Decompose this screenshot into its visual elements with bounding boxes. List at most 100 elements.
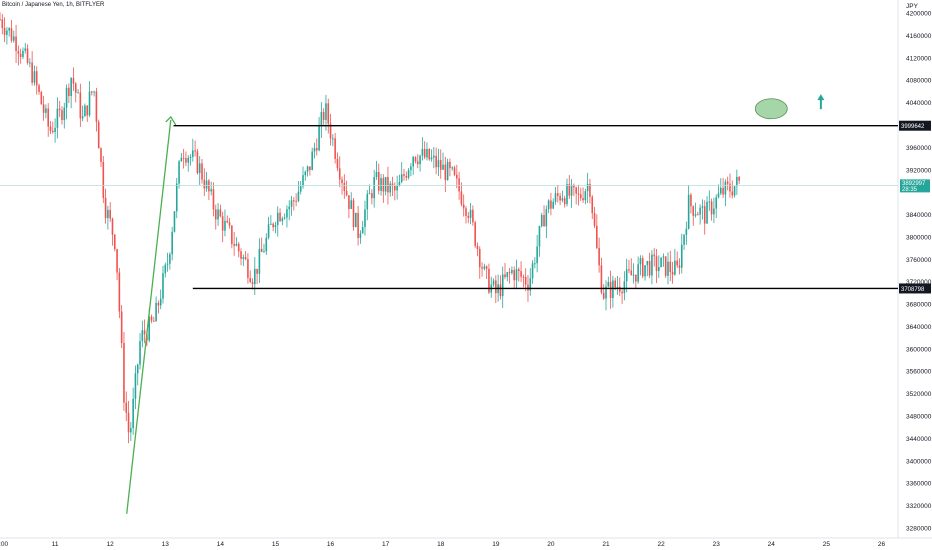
candle-body (641, 258, 644, 277)
y-tick-label: 3840000 (906, 212, 932, 219)
candle-body (384, 176, 387, 192)
candle-body (685, 228, 688, 235)
candle-body (501, 274, 504, 297)
candle-body (63, 107, 66, 121)
candle-body (439, 160, 442, 170)
up-arrow-head-icon (817, 94, 825, 101)
candle-body (536, 246, 538, 264)
candle-body (719, 187, 722, 194)
candle-body (690, 194, 692, 207)
candle-body (414, 157, 417, 162)
candle-body (233, 243, 235, 246)
symbol-title: Bitcoin / Japanese Yen, 1h, BITFLYER (2, 2, 105, 8)
x-tick-label: 26 (878, 541, 886, 548)
candle-body (699, 207, 701, 215)
candle-body (517, 269, 520, 272)
candle-body (224, 220, 226, 231)
candle-body (329, 123, 332, 139)
y-tick-label: 4160000 (906, 33, 932, 40)
candle-body (554, 193, 557, 202)
candle-body (658, 267, 660, 271)
candle-body (678, 265, 681, 268)
countdown-label: 28:35 (902, 187, 918, 193)
candle-body (444, 164, 447, 181)
candle-body (338, 168, 341, 180)
candle-body (706, 201, 708, 224)
candle-body (148, 316, 151, 341)
candle-body (334, 138, 336, 159)
candle-body (318, 126, 320, 151)
candle-body (566, 184, 568, 205)
x-tick-label: 19 (492, 541, 500, 548)
trend-arrow-line (126, 119, 172, 514)
candle-body (265, 237, 268, 252)
candle-body (240, 251, 242, 259)
candle-body (293, 200, 295, 202)
candle-body (178, 161, 180, 184)
candle-body (485, 266, 488, 269)
candle-body (359, 233, 362, 238)
candle-body (504, 274, 506, 277)
candle-body (283, 217, 286, 219)
candle-body (299, 186, 302, 192)
candle-body (38, 85, 40, 92)
candle-body (426, 148, 428, 158)
level-price-tag (899, 283, 931, 294)
candle-body (600, 265, 603, 293)
candle-body (717, 193, 720, 198)
candle-body (602, 292, 605, 299)
candle-body (260, 248, 263, 252)
candle-body (325, 103, 327, 120)
candle-body (396, 185, 398, 191)
candle-body (674, 260, 676, 275)
x-tick-label: 13 (162, 541, 170, 548)
candle-body (49, 126, 52, 131)
candle-body (609, 281, 612, 299)
candle-body (458, 178, 460, 192)
candle-body (159, 298, 162, 306)
candle-body (29, 62, 31, 64)
candle-body (694, 214, 697, 216)
candle-body (141, 330, 144, 342)
candle-body (637, 264, 639, 282)
candle-body (575, 187, 577, 194)
candle-body (327, 103, 330, 124)
candle-body (47, 108, 50, 127)
y-tick-label: 3680000 (906, 302, 932, 309)
candle-body (143, 330, 146, 335)
candle-body (208, 180, 210, 192)
y-tick-label: 4040000 (906, 100, 932, 107)
candle-body (155, 302, 157, 322)
candle-body (107, 209, 109, 219)
candle-body (272, 223, 274, 228)
candle-body (478, 249, 481, 268)
candle-body (288, 206, 291, 210)
y-tick-label: 3520000 (906, 391, 932, 398)
candle-body (625, 269, 628, 282)
candle-body (95, 91, 98, 122)
candle-body (24, 48, 27, 51)
candle-body (226, 220, 229, 223)
candle-body (481, 267, 483, 269)
y-tick-label: 3480000 (906, 413, 932, 420)
candle-body (435, 155, 437, 168)
candle-body (511, 270, 513, 273)
candle-body (736, 176, 738, 187)
candle-body (391, 183, 394, 187)
candle-body (559, 195, 561, 201)
candle-body (655, 256, 658, 271)
candle-body (306, 166, 309, 172)
candle-body (618, 286, 621, 292)
candle-body (407, 170, 410, 178)
candle-body (22, 50, 24, 57)
x-tick-label: 16 (327, 541, 335, 548)
candle-body (561, 198, 564, 201)
trend-arrow-head (165, 115, 177, 126)
candle-body (687, 194, 690, 229)
candle-body (400, 174, 403, 182)
level-price-label: 3708798 (901, 287, 925, 293)
candle-body (267, 224, 270, 238)
candle-body (646, 261, 649, 266)
